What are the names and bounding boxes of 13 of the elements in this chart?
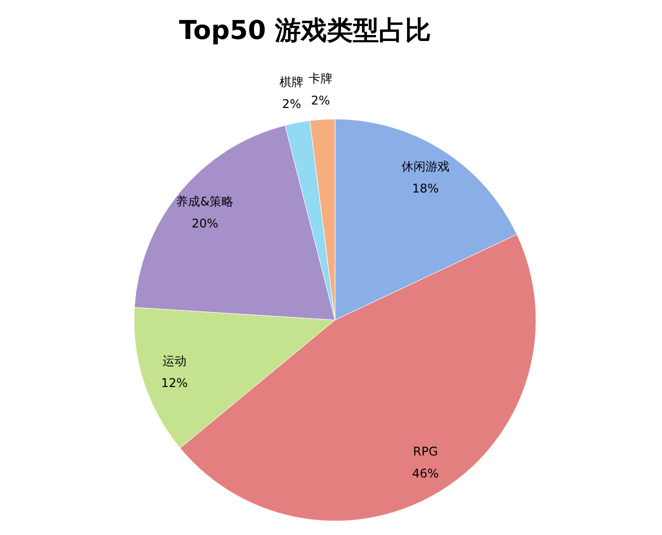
data-label: 2% bbox=[310, 93, 330, 108]
slice-label: RPG bbox=[413, 444, 438, 459]
data-label: 46% bbox=[412, 466, 439, 481]
slice-label: 休闲游戏 bbox=[401, 159, 450, 174]
data-label: 2% bbox=[282, 96, 302, 111]
slice-label: 卡牌 bbox=[308, 71, 332, 86]
data-label: 12% bbox=[161, 376, 188, 390]
data-label: 18% bbox=[412, 181, 439, 196]
chart-title: Top50 游戏类型占比 bbox=[178, 15, 432, 48]
slice-label: 养成&策略 bbox=[176, 194, 234, 208]
slice-label: 运动 bbox=[162, 354, 186, 368]
data-label: 20% bbox=[192, 216, 218, 230]
slice-label: 棋牌 bbox=[280, 74, 304, 89]
